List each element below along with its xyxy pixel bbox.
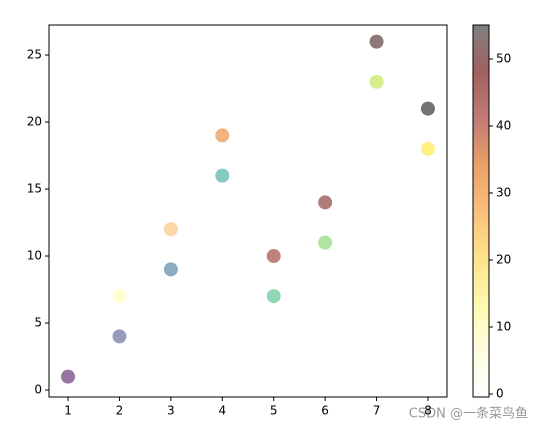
point: [369, 34, 384, 49]
colorbar-tick-label: 40: [496, 118, 511, 132]
colorbar-tick-label: 0: [496, 386, 504, 400]
plot-frame: [48, 24, 448, 398]
x-tick-label: 5: [270, 404, 278, 418]
colorbar-tick-label: 30: [496, 185, 511, 199]
point: [420, 141, 435, 156]
point: [266, 289, 281, 304]
y-tick-label: 10: [27, 249, 42, 263]
x-tick-label: 7: [373, 404, 381, 418]
point: [215, 168, 230, 183]
y-tick-label: 5: [34, 316, 42, 330]
watermark: CSDN @一条菜鸟鱼: [409, 406, 528, 422]
point: [112, 289, 127, 304]
colorbar: [472, 24, 490, 398]
y-tick-label: 15: [27, 182, 42, 196]
point: [61, 369, 76, 384]
y-tick-label: 20: [27, 115, 42, 129]
y-tick-label: 25: [27, 48, 42, 62]
x-tick-label: 6: [321, 404, 329, 418]
colorbar-tick-label: 10: [496, 319, 511, 333]
x-tick-label: 8: [424, 404, 432, 418]
colorbar-tick-label: 50: [496, 51, 511, 65]
point: [163, 262, 178, 277]
point: [318, 195, 333, 210]
x-tick-label: 4: [218, 404, 226, 418]
point: [420, 101, 435, 116]
colorbar-tick-label: 20: [496, 252, 511, 266]
point: [369, 74, 384, 89]
x-tick-label: 2: [116, 404, 124, 418]
point: [318, 235, 333, 250]
y-tick-label: 0: [34, 383, 42, 397]
point: [163, 222, 178, 237]
point: [112, 329, 127, 344]
x-tick-label: 1: [64, 404, 72, 418]
point: [215, 128, 230, 143]
x-tick-label: 3: [167, 404, 175, 418]
point: [266, 249, 281, 264]
